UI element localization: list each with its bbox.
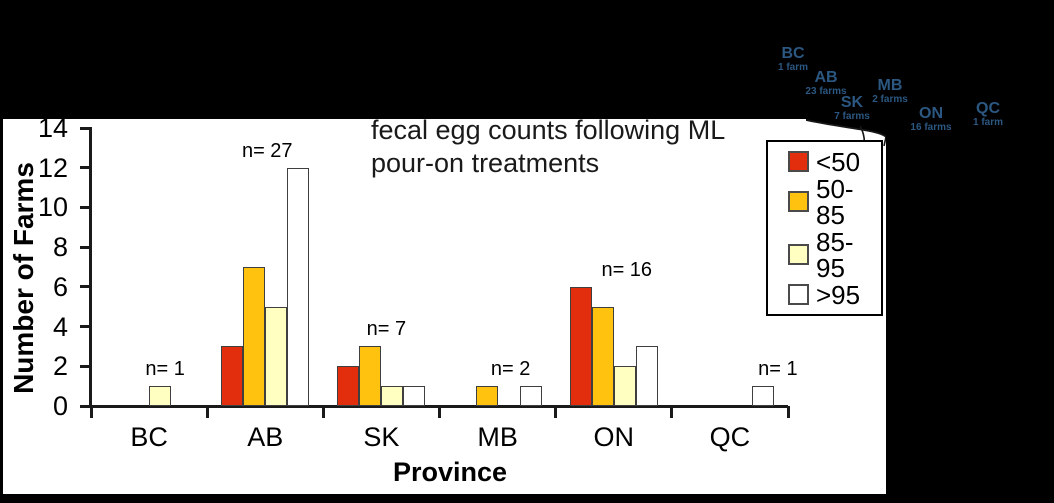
x-tick-mark (89, 406, 93, 418)
x-tick-mark (786, 406, 790, 418)
y-tick-mark (80, 364, 91, 368)
map-province-label-AB: AB 23 farms (805, 69, 847, 97)
n-annotation-AB: n= 27 (241, 139, 293, 162)
map-province-label-QC: QC 1 farm (972, 100, 1004, 128)
legend-item: 50-85 (768, 176, 881, 228)
map-province-label-BC: BC 1 farm (777, 45, 809, 73)
legend-item: 85-95 (768, 229, 881, 281)
map-province-code: BC (781, 45, 805, 62)
x-tick-mark (321, 406, 325, 418)
legend-label: 85-95 (816, 226, 854, 283)
y-tick-mark (80, 205, 91, 209)
bar-SK-85-95 (381, 386, 404, 406)
x-category-label: AB (247, 422, 284, 452)
y-tick-mark (80, 126, 91, 130)
legend-swatch-icon (788, 191, 809, 212)
map-province-code: QC (975, 100, 1000, 117)
map-province-label-SK: SK 7 farms (834, 94, 870, 122)
map-farm-count: 16 farms (910, 121, 952, 133)
chart-title-line-2: pour-on treatments (371, 148, 600, 178)
y-tick-label: 8 (52, 232, 68, 263)
map-province-code: MB (877, 77, 903, 94)
y-tick-label: 14 (37, 113, 68, 143)
y-tick-mark (80, 245, 91, 249)
x-tick-mark (554, 406, 558, 418)
x-category-label: SK (363, 422, 400, 452)
bar-ON-85-95 (613, 366, 636, 406)
x-category-label: MB (477, 422, 518, 452)
legend-item: <50 (768, 149, 881, 175)
map-province-label-ON: ON 16 farms (910, 105, 952, 133)
legend-swatch-icon (788, 244, 809, 265)
y-tick-label: 4 (52, 311, 68, 342)
x-axis-title: Province (392, 457, 508, 487)
bar-MB->95 (519, 386, 542, 406)
n-annotation-BC: n= 1 (145, 358, 185, 381)
n-annotation-SK: n= 7 (366, 318, 407, 341)
y-tick-mark (80, 166, 91, 170)
map-province-code: ON (918, 105, 943, 122)
y-tick-label: 0 (52, 391, 68, 421)
map-province-label-MB: MB 2 farms (872, 77, 908, 105)
bar-ON-50-85 (591, 306, 614, 406)
bar-AB->95 (287, 167, 310, 406)
bar-AB-50-85 (243, 267, 266, 406)
bar-SK-<50 (337, 366, 360, 406)
map-farm-count: 23 farms (805, 85, 847, 97)
legend-label: <50 (816, 146, 861, 177)
map-farm-count: 1 farm (777, 61, 809, 73)
bar-SK->95 (403, 386, 426, 406)
y-tick-mark (80, 285, 91, 289)
x-tick-mark (205, 406, 209, 418)
bar-ON-<50 (569, 286, 592, 406)
map-farm-count: 1 farm (972, 116, 1004, 128)
n-annotation-QC: n= 1 (758, 358, 798, 381)
map-farm-count: 2 farms (872, 93, 908, 105)
y-tick-label: 2 (52, 351, 68, 382)
bar-ON->95 (635, 346, 658, 406)
bar-AB-<50 (221, 346, 244, 406)
map-province-code: SK (840, 94, 864, 111)
legend-box: <50 50-85 85-95 >95 (766, 140, 883, 316)
map-farm-count: 7 farms (834, 110, 870, 122)
x-tick-mark (670, 406, 674, 418)
x-category-label: QC (709, 422, 751, 452)
y-tick-label: 6 (52, 271, 68, 302)
y-tick-mark (80, 325, 91, 329)
bar-SK-50-85 (359, 346, 382, 406)
map-province-code: AB (814, 69, 838, 86)
chart-title-line-1: fecal egg counts following ML (371, 115, 726, 145)
legend-label: >95 (816, 279, 861, 310)
x-category-label: ON (593, 422, 635, 452)
bar-BC-85-95 (149, 386, 172, 406)
y-tick-mark (80, 404, 91, 408)
bar-QC->95 (751, 386, 774, 406)
legend-swatch-icon (788, 151, 809, 172)
x-tick-mark (438, 406, 441, 418)
bar-AB-85-95 (265, 306, 288, 406)
bar-MB-50-85 (475, 386, 498, 406)
y-axis-line (89, 126, 92, 408)
chart-panel (3, 119, 886, 494)
n-annotation-ON: n= 16 (601, 258, 653, 281)
legend-swatch-icon (788, 284, 809, 305)
x-category-label: BC (130, 422, 168, 452)
legend-label: 50-85 (816, 173, 854, 230)
n-annotation-MB: n= 2 (490, 358, 531, 381)
canada-map-fragment (806, 110, 886, 146)
legend-item: >95 (768, 282, 881, 308)
y-tick-label: 12 (37, 152, 68, 183)
y-tick-label: 10 (37, 192, 68, 223)
